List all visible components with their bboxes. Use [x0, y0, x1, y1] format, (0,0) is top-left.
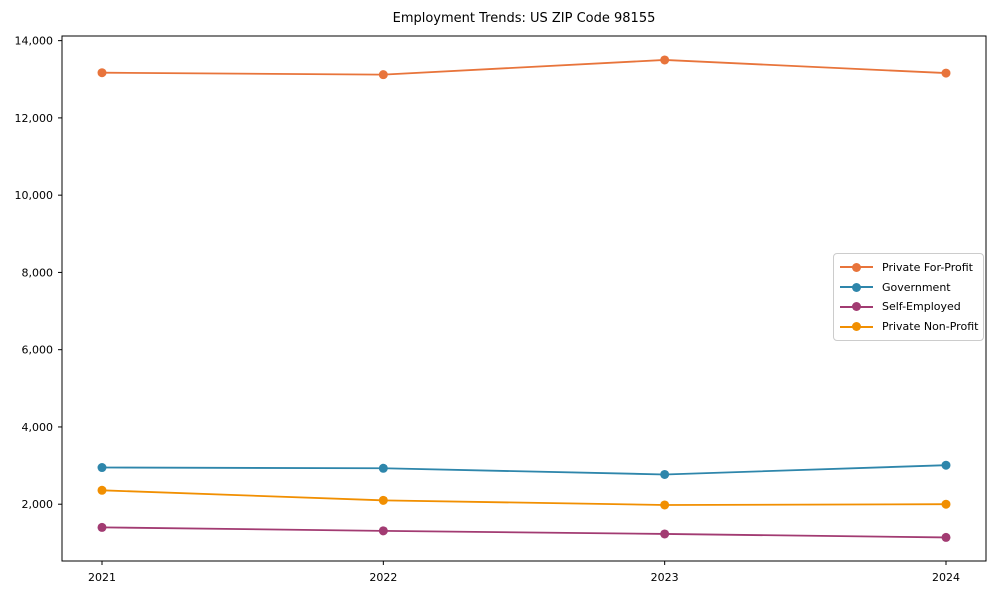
- legend-label: Government: [882, 280, 951, 294]
- legend-marker-icon: [840, 282, 873, 293]
- legend-marker-icon: [840, 301, 873, 312]
- series-point-private-for-profit: [941, 68, 951, 78]
- x-tick-label: 2022: [369, 571, 397, 584]
- y-tick-label: 8,000: [22, 266, 54, 279]
- y-tick-label: 6,000: [22, 344, 54, 357]
- series-point-private-for-profit: [660, 55, 670, 65]
- axes-spines: [61, 35, 987, 562]
- x-tick-label: 2023: [651, 571, 679, 584]
- series-point-self-employed: [660, 529, 670, 539]
- series-line-self-employed: [101, 526, 947, 539]
- legend-marker-icon: [840, 262, 873, 273]
- series-point-private-for-profit: [97, 68, 107, 78]
- legend-item-private-for-profit: Private For-Profit: [840, 258, 977, 277]
- series-point-government: [941, 460, 951, 470]
- series-point-government: [660, 469, 670, 479]
- x-tick-label: 2024: [932, 571, 960, 584]
- series-point-self-employed: [378, 526, 388, 536]
- series-point-government: [97, 463, 107, 473]
- legend: Private For-Profit Government Self-Employe…: [833, 253, 984, 341]
- legend-item-self-employed: Self-Employed: [840, 297, 977, 316]
- y-tick-label: 10,000: [15, 189, 54, 202]
- legend-label: Private For-Profit: [882, 260, 973, 274]
- legend-marker-icon: [840, 321, 873, 332]
- series-point-private-for-profit: [378, 70, 388, 80]
- y-tick-label: 2,000: [22, 498, 54, 511]
- legend-label: Private Non-Profit: [882, 320, 979, 334]
- series-point-private-non-profit: [97, 485, 107, 495]
- legend-item-government: Government: [840, 278, 977, 297]
- chart-title: Employment Trends: US ZIP Code 98155: [392, 11, 656, 26]
- series-point-private-non-profit: [941, 499, 951, 509]
- series-point-private-non-profit: [378, 495, 388, 505]
- series-line-private-non-profit: [101, 489, 947, 506]
- legend-item-private-non-profit: Private Non-Profit: [840, 317, 979, 336]
- series-line-government: [101, 464, 947, 476]
- y-tick-label: 12,000: [15, 112, 54, 125]
- legend-label: Self-Employed: [882, 300, 961, 314]
- series-point-government: [378, 463, 388, 473]
- y-tick-label: 4,000: [22, 421, 54, 434]
- series-line-private-for-profit: [101, 59, 947, 76]
- series-point-self-employed: [97, 522, 107, 532]
- series-point-self-employed: [941, 532, 951, 542]
- series-point-private-non-profit: [660, 500, 670, 510]
- x-tick-label: 2021: [88, 571, 116, 584]
- y-tick-label: 14,000: [15, 35, 54, 48]
